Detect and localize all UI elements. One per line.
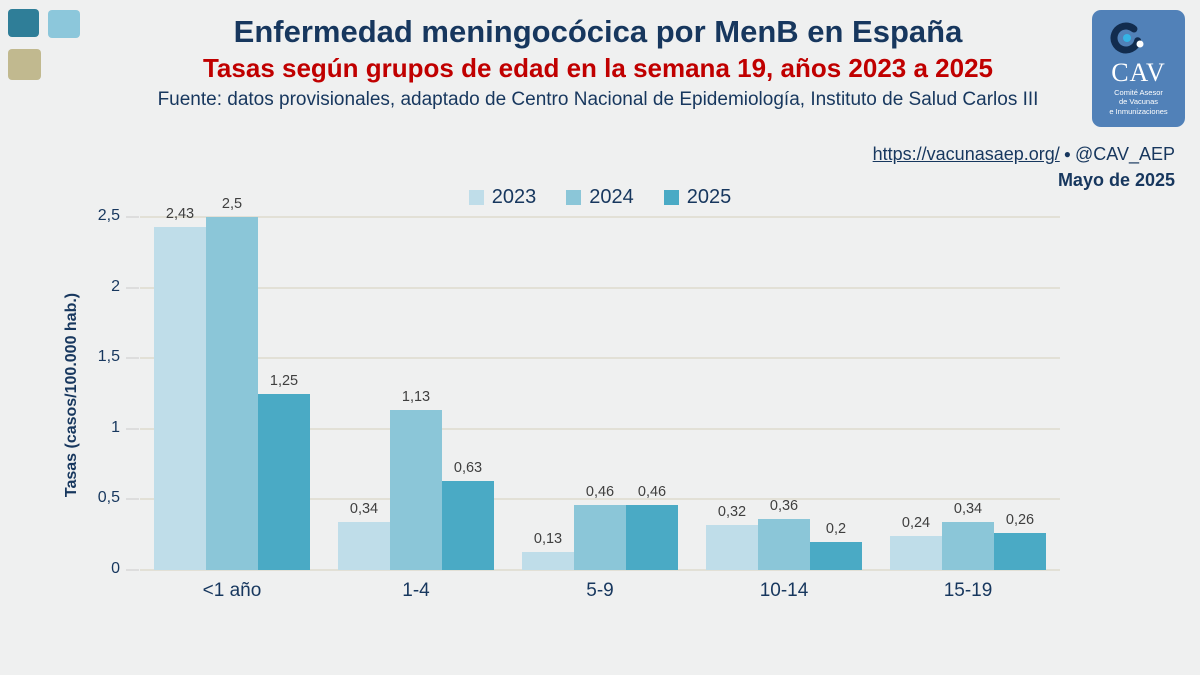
website-link[interactable]: https://vacunasaep.org/ — [872, 144, 1060, 164]
bar-2023: 0,24 — [890, 515, 942, 570]
category-label: 5-9 — [586, 580, 614, 601]
gridline — [140, 286, 1060, 289]
bar-2023: 2,43 — [154, 206, 206, 570]
bullet-separator: ● — [1063, 147, 1072, 161]
legend-swatch-2023 — [468, 190, 484, 205]
bar-2023: 0,34 — [338, 501, 390, 570]
bar-value-label: 0,26 — [1005, 512, 1035, 529]
y-tick-label: 0,5 — [97, 489, 120, 507]
bar-cluster: 0,13 0,46 0,46 — [522, 217, 678, 570]
bar-group: 0,34 1,13 0,63 1-4 — [324, 217, 508, 601]
bar-2024: 0,46 — [574, 484, 626, 570]
bar-group: 0,24 0,34 0,26 15-19 — [876, 217, 1060, 601]
legend-swatch-2025 — [663, 190, 679, 205]
y-tick-mark — [126, 357, 139, 360]
bar-value-label: 0,24 — [901, 515, 931, 532]
bar-2025: 1,25 — [258, 373, 310, 570]
chart-legend: 2023 2024 2025 — [140, 186, 1060, 209]
cav-c-mark-icon — [1110, 22, 1144, 54]
bar-2025: 0,2 — [810, 521, 862, 570]
cav-logo: CAV Comité Asesor de Vacunas e Inmunizac… — [1092, 10, 1185, 127]
bar-value-label: 0,13 — [533, 530, 563, 547]
legend-label-2025: 2025 — [686, 186, 732, 208]
y-tick-mark — [126, 498, 139, 501]
gridline — [140, 498, 1060, 501]
y-tick-label: 2 — [111, 277, 120, 295]
bar-2025: 0,26 — [994, 512, 1046, 570]
legend-label-2024: 2024 — [589, 186, 634, 208]
bar-2023: 0,32 — [706, 504, 758, 570]
bar-2025: 0,63 — [442, 460, 494, 570]
y-tick-label: 0 — [111, 560, 120, 577]
twitter-handle: @CAV_AEP — [1075, 144, 1175, 164]
legend-label-2023: 2023 — [491, 186, 537, 208]
y-tick-label: 1 — [111, 418, 120, 436]
legend-swatch-2024 — [566, 190, 582, 205]
link-line: https://vacunasaep.org/● @CAV_AEP — [873, 144, 1175, 165]
bar-group: 2,43 2,5 1,25 <1 año — [140, 196, 324, 601]
bar-groups: 2,43 2,5 1,25 <1 año 0,34 1,13 0,63 1-4 0,13 0,46… — [140, 196, 1060, 601]
decorative-square-lightblue — [48, 10, 80, 38]
bar-value-label: 1,13 — [401, 389, 431, 406]
bar-cluster: 0,24 0,34 0,26 — [890, 217, 1046, 570]
category-label: 10-14 — [759, 580, 809, 601]
bar-cluster: 0,32 0,36 0,2 — [706, 217, 862, 570]
y-tick-label: 2,5 — [97, 207, 120, 224]
decorative-square-tan — [8, 49, 41, 80]
gridline — [140, 569, 1060, 571]
bar-value-label: 0,36 — [769, 498, 799, 515]
bar-value-label: 0,2 — [825, 520, 847, 537]
bar-cluster: 2,43 2,5 1,25 — [154, 196, 310, 570]
bar-value-label: 1,25 — [269, 372, 299, 389]
y-tick-mark — [126, 286, 139, 289]
bar-value-label: 0,46 — [637, 484, 667, 500]
bar-value-label: 2,5 — [221, 196, 243, 212]
bar-2024: 1,13 — [390, 389, 442, 570]
category-label: <1 año — [202, 580, 262, 601]
plot-area: 0 0,5 1 1,5 2 2,5 2,43 2,5 1,25 <1 año 0,34 1,13 0,6… — [98, 196, 1060, 601]
logo-subtitle: Comité Asesor de Vacunas e Inmunizacione… — [1092, 88, 1185, 116]
bar-cluster: 0,34 1,13 0,63 — [338, 217, 494, 570]
decorative-square-teal — [8, 9, 39, 37]
bar-group: 0,32 0,36 0,2 10-14 — [692, 217, 876, 601]
legend-item-2025: 2025 — [663, 186, 732, 209]
legend-item-2023: 2023 — [468, 186, 537, 209]
gridline — [140, 427, 1060, 430]
meta-block: https://vacunasaep.org/● @CAV_AEP Mayo de… — [873, 144, 1175, 191]
bar-value-label: 0,63 — [453, 460, 483, 476]
y-axis-title: Tasas (casos/100.000 hab.) — [63, 292, 80, 498]
page-title: Enfermedad meningocócica por MenB en Esp… — [233, 14, 963, 49]
bar-value-label: 2,43 — [165, 205, 195, 222]
bar-2024: 2,5 — [206, 196, 258, 570]
header: Enfermedad meningocócica por MenB en Esp… — [108, 14, 1088, 111]
logo-subtitle-line2: de Vacunas — [1118, 97, 1159, 107]
bar-2024: 0,36 — [758, 498, 810, 570]
bar-value-label: 0,32 — [717, 503, 747, 520]
logo-subtitle-line3: e Inmunizaciones — [1109, 106, 1168, 116]
gridline — [140, 357, 1060, 360]
bar-2025: 0,46 — [626, 484, 678, 570]
page-subtitle: Tasas según grupos de edad en la semana … — [202, 52, 993, 83]
bar-group: 0,13 0,46 0,46 5-9 — [508, 217, 692, 601]
source-note: Fuente: datos provisionales, adaptado de… — [157, 88, 1039, 110]
logo-subtitle-line1: Comité Asesor — [1114, 88, 1163, 97]
gridline — [140, 216, 1060, 218]
logo-acronym: CAV — [1111, 58, 1166, 87]
y-tick-label: 1,5 — [97, 348, 120, 366]
bar-value-label: 0,46 — [585, 484, 615, 500]
bar-value-label: 0,34 — [349, 501, 379, 517]
y-tick-mark — [126, 569, 139, 571]
date-label: Mayo de 2025 — [1057, 170, 1175, 190]
category-label: 1-4 — [402, 580, 430, 601]
y-tick-mark — [126, 216, 139, 218]
bar-2023: 0,13 — [522, 531, 574, 570]
category-label: 15-19 — [943, 580, 993, 601]
bar-value-label: 0,34 — [953, 501, 983, 517]
y-tick-mark — [126, 427, 139, 430]
legend-item-2024: 2024 — [566, 186, 634, 209]
bar-2024: 0,34 — [942, 501, 994, 570]
